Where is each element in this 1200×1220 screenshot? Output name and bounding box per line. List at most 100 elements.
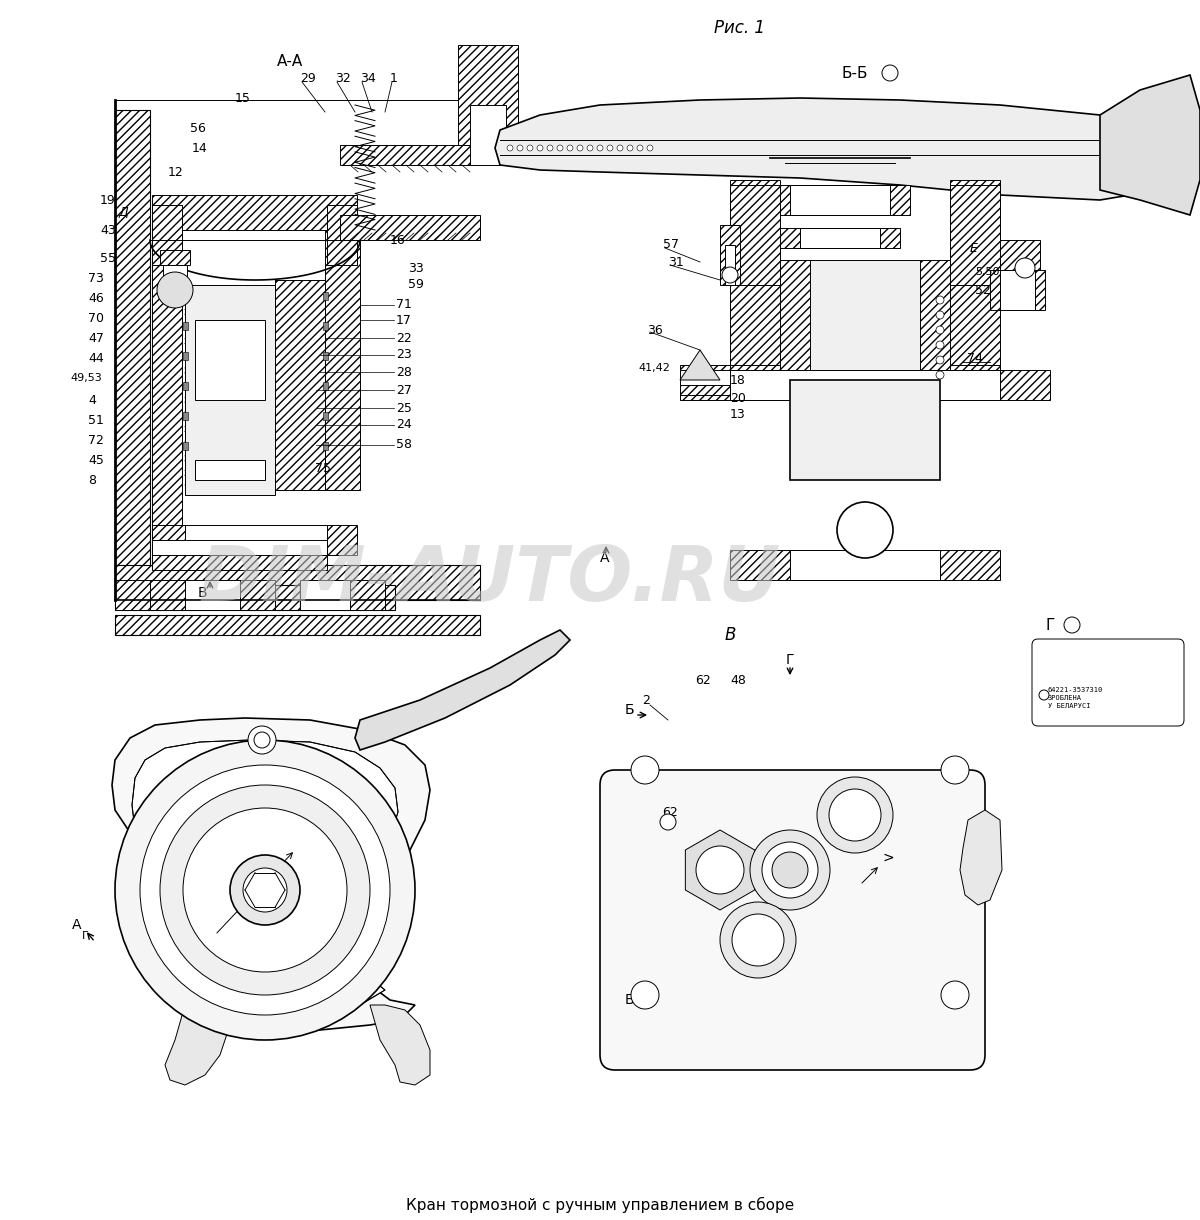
Circle shape	[772, 852, 808, 888]
Text: Г: Г	[786, 653, 794, 667]
Circle shape	[647, 145, 653, 151]
Text: 32: 32	[335, 72, 350, 84]
Bar	[256, 586, 300, 610]
Bar	[990, 270, 1045, 310]
Circle shape	[696, 845, 744, 894]
Bar	[350, 580, 385, 610]
Text: 33: 33	[408, 261, 424, 274]
Bar	[458, 45, 518, 145]
Text: 14: 14	[192, 142, 208, 155]
Bar	[730, 370, 1000, 400]
Circle shape	[617, 145, 623, 151]
Bar	[680, 365, 730, 395]
Text: >: >	[882, 852, 894, 865]
Text: 52: 52	[974, 283, 991, 296]
Polygon shape	[370, 1005, 430, 1085]
Bar	[300, 580, 350, 610]
Text: 18: 18	[730, 373, 746, 387]
Bar	[780, 260, 950, 390]
Polygon shape	[680, 350, 720, 379]
Bar	[730, 550, 1000, 580]
Circle shape	[527, 145, 533, 151]
Bar	[950, 181, 1000, 379]
Text: В: В	[725, 626, 736, 644]
Text: 75: 75	[314, 461, 331, 475]
Text: 3: 3	[784, 870, 791, 880]
Circle shape	[607, 145, 613, 151]
Bar	[305, 580, 340, 610]
Text: DIM-AUTO.RU: DIM-AUTO.RU	[199, 543, 781, 617]
Text: В: В	[198, 586, 208, 600]
Bar	[182, 412, 188, 420]
Circle shape	[242, 867, 287, 913]
Bar	[790, 550, 940, 580]
Text: Г: Г	[1045, 617, 1055, 632]
Bar	[182, 322, 188, 329]
Bar	[152, 540, 326, 555]
Bar	[185, 525, 326, 555]
Circle shape	[936, 311, 944, 318]
Text: 29: 29	[300, 72, 316, 84]
Text: 64221-3537310: 64221-3537310	[1048, 687, 1103, 693]
Bar	[340, 215, 480, 240]
Text: 19: 19	[100, 194, 115, 206]
Circle shape	[557, 145, 563, 151]
Bar	[115, 565, 480, 600]
Bar	[323, 412, 328, 420]
Bar	[1000, 270, 1034, 310]
Bar	[300, 586, 350, 610]
Text: 22: 22	[845, 815, 859, 825]
Bar	[115, 586, 160, 610]
Circle shape	[637, 145, 643, 151]
Circle shape	[1064, 617, 1080, 633]
Text: 8: 8	[88, 473, 96, 487]
Circle shape	[732, 914, 784, 966]
Bar	[182, 292, 188, 300]
FancyBboxPatch shape	[1032, 639, 1184, 726]
Circle shape	[508, 145, 514, 151]
Bar	[182, 442, 188, 450]
Text: 72: 72	[88, 433, 104, 447]
Polygon shape	[166, 1005, 230, 1085]
Bar	[770, 185, 910, 215]
Circle shape	[936, 371, 944, 379]
Text: Д: Д	[118, 205, 127, 218]
Text: 2: 2	[642, 693, 650, 706]
Bar	[350, 586, 395, 610]
Bar	[323, 353, 328, 360]
Circle shape	[1015, 257, 1034, 278]
Text: 12: 12	[168, 166, 184, 178]
Bar	[725, 245, 734, 285]
Bar	[115, 615, 480, 634]
Circle shape	[1039, 691, 1049, 700]
Circle shape	[936, 342, 944, 349]
Circle shape	[628, 145, 634, 151]
Circle shape	[140, 765, 390, 1015]
Circle shape	[577, 145, 583, 151]
Circle shape	[517, 145, 523, 151]
Text: 55: 55	[100, 251, 116, 265]
Bar	[182, 353, 188, 360]
Circle shape	[538, 145, 542, 151]
Bar	[115, 110, 150, 590]
Bar	[470, 105, 506, 165]
Text: 23: 23	[396, 349, 412, 361]
Circle shape	[248, 726, 276, 754]
Bar	[163, 265, 187, 285]
Bar	[152, 550, 326, 570]
Circle shape	[547, 145, 553, 151]
Polygon shape	[355, 630, 570, 750]
Text: 44: 44	[88, 351, 103, 365]
Bar	[152, 220, 182, 560]
Circle shape	[838, 501, 893, 558]
Text: 1: 1	[713, 870, 720, 880]
Text: Б: Б	[625, 993, 635, 1006]
Bar	[185, 285, 275, 495]
Text: 51: 51	[88, 414, 104, 427]
Circle shape	[568, 145, 574, 151]
Text: 5,50: 5,50	[974, 267, 1000, 277]
Text: 73: 73	[88, 272, 104, 284]
Text: 47: 47	[88, 332, 104, 344]
Bar	[323, 382, 328, 390]
Text: 45: 45	[88, 454, 104, 466]
